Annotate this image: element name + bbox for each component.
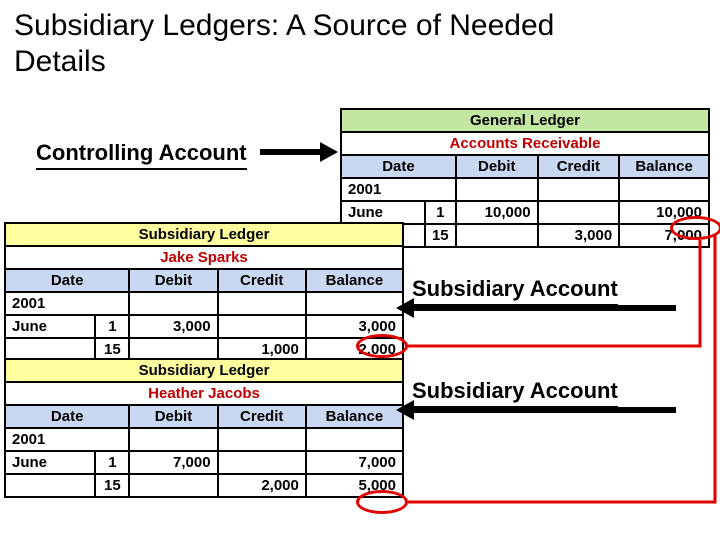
sl2-r1-credit: 2,000 xyxy=(218,474,306,497)
gl-r0-day: 1 xyxy=(425,201,456,224)
sl2-title: Subsidiary Ledger xyxy=(5,359,403,382)
sl2-r0-month: June xyxy=(5,451,95,474)
controlling-account-label: Controlling Account xyxy=(36,140,247,170)
subsidiary-account-label-2: Subsidiary Account xyxy=(412,378,618,408)
gl-col-balance: Balance xyxy=(619,155,709,178)
sl2-col-date: Date xyxy=(5,405,129,428)
sl1-col-credit: Credit xyxy=(218,269,306,292)
sl1-year-row: 2001 xyxy=(5,292,403,315)
sl1-r0-month: June xyxy=(5,315,95,338)
gl-col-date: Date xyxy=(341,155,456,178)
sl1-col-date: Date xyxy=(5,269,129,292)
subsidiary-account-label-1: Subsidiary Account xyxy=(412,276,618,306)
gl-r0-credit xyxy=(538,201,620,224)
sl2-r0-balance: 7,000 xyxy=(306,451,403,474)
sl1-col-balance: Balance xyxy=(306,269,403,292)
sl2-year: 2001 xyxy=(5,428,129,451)
slide-title: Subsidiary Ledgers: A Source of Needed D… xyxy=(14,8,554,80)
sl1-r0-debit: 3,000 xyxy=(129,315,217,338)
gl-subtitle: Accounts Receivable xyxy=(341,132,709,155)
sl1-title: Subsidiary Ledger xyxy=(5,223,403,246)
subsidiary-ledger-2-table: Subsidiary Ledger Heather Jacobs Date De… xyxy=(4,358,404,498)
sl2-col-balance: Balance xyxy=(306,405,403,428)
sl2-r0-credit xyxy=(218,451,306,474)
sl2-r1-debit xyxy=(129,474,217,497)
sl1-r0-credit xyxy=(218,315,306,338)
sl1-subtitle: Jake Sparks xyxy=(5,246,403,269)
sl2-r0-day: 1 xyxy=(95,451,129,474)
gl-col-credit: Credit xyxy=(538,155,620,178)
sl2-col-credit: Credit xyxy=(218,405,306,428)
sl2-year-row: 2001 xyxy=(5,428,403,451)
sl1-r0-day: 1 xyxy=(95,315,129,338)
sl2-r1-day: 15 xyxy=(95,474,129,497)
title-line2: Details xyxy=(14,45,106,78)
sl2-row-0: June 1 7,000 7,000 xyxy=(5,451,403,474)
sl1-col-debit: Debit xyxy=(129,269,217,292)
sl2-r1-month xyxy=(5,474,95,497)
gl-col-debit: Debit xyxy=(456,155,538,178)
sl1-year: 2001 xyxy=(5,292,129,315)
gl-title: General Ledger xyxy=(341,109,709,132)
sl2-row-1: 15 2,000 5,000 xyxy=(5,474,403,497)
sl1-row-0: June 1 3,000 3,000 xyxy=(5,315,403,338)
gl-r1-debit xyxy=(456,224,538,247)
highlight-circle-sl2 xyxy=(356,490,408,514)
gl-r1-day: 15 xyxy=(425,224,456,247)
subsidiary-ledger-1-table: Subsidiary Ledger Jake Sparks Date Debit… xyxy=(4,222,404,362)
highlight-circle-sl1 xyxy=(356,334,408,358)
highlight-circle-gl xyxy=(670,216,720,240)
title-line1: Subsidiary Ledgers: A Source of Needed xyxy=(14,9,554,42)
gl-r0-month: June xyxy=(341,201,425,224)
gl-r1-credit: 3,000 xyxy=(538,224,620,247)
gl-row-0: June 1 10,000 10,000 xyxy=(341,201,709,224)
gl-year-row: 2001 xyxy=(341,178,709,201)
sl2-col-debit: Debit xyxy=(129,405,217,428)
sl2-subtitle: Heather Jacobs xyxy=(5,382,403,405)
sl2-r0-debit: 7,000 xyxy=(129,451,217,474)
gl-year: 2001 xyxy=(341,178,456,201)
gl-r0-debit: 10,000 xyxy=(456,201,538,224)
